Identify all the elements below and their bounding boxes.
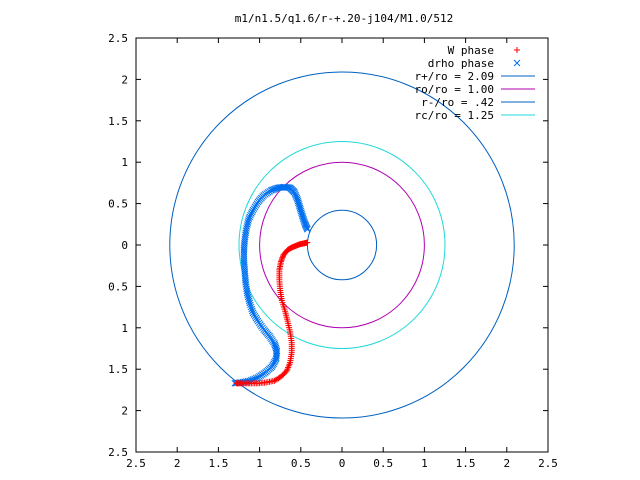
legend-label: rc/ro = 1.25 <box>415 109 494 122</box>
x-tick-label: 2.5 <box>538 457 558 470</box>
data-point <box>244 293 252 301</box>
x-tick-label: 0.5 <box>291 457 311 470</box>
legend-marker <box>513 59 521 67</box>
legend-label: ro/ro = 1.00 <box>415 83 494 96</box>
data-point <box>248 305 256 313</box>
legend-label: W phase <box>448 44 494 57</box>
y-tick-label: 1 <box>121 322 128 335</box>
x-tick-label: 0.5 <box>373 457 393 470</box>
data-point <box>248 208 256 216</box>
data-point <box>245 295 253 303</box>
y-tick-label: 1 <box>121 156 128 169</box>
data-point <box>243 289 251 297</box>
circle-series <box>238 141 446 349</box>
legend-marker <box>514 47 520 53</box>
legend-label: drho phase <box>428 57 494 70</box>
x-tick-label: 1 <box>421 457 428 470</box>
circle-series <box>169 71 515 419</box>
legend-label: r-/ro = .42 <box>421 96 494 109</box>
point-series <box>231 183 311 387</box>
data-point <box>247 301 254 309</box>
x-tick-label: 2 <box>503 457 510 470</box>
x-tick-label: 1.5 <box>208 457 228 470</box>
data-point <box>233 380 240 387</box>
y-tick-label: 2 <box>121 405 128 418</box>
chart-title: m1/n1.5/q1.6/r-+.20-j104/M1.0/512 <box>235 12 454 25</box>
data-point <box>248 307 256 315</box>
data-point <box>244 221 251 228</box>
y-tick-label: 0 <box>121 239 128 252</box>
x-tick-label: 1 <box>256 457 263 470</box>
series-layer <box>231 183 311 387</box>
y-tick-label: 0.5 <box>108 198 128 211</box>
axis-ticks: 2.5 2 1.5 1 0.5 0 0.5 1 1.5 2 2.52.521.510.500.511… <box>108 32 558 470</box>
y-tick-label: 1.5 <box>108 363 128 376</box>
data-point <box>247 211 254 219</box>
data-point <box>248 210 255 217</box>
circle-series <box>306 209 378 281</box>
y-tick-label: 2.5 <box>108 32 128 45</box>
circle-series <box>259 161 425 329</box>
y-tick-label: 1.5 <box>108 115 128 128</box>
data-point <box>277 184 284 191</box>
data-point <box>245 215 253 222</box>
data-point <box>244 291 252 299</box>
data-point <box>272 376 279 383</box>
circles-layer <box>169 71 515 419</box>
legend-label: r+/ro = 2.09 <box>415 70 494 83</box>
x-tick-label: 2 <box>174 457 181 470</box>
x-tick-label: 2.5 <box>126 457 146 470</box>
data-point <box>245 297 253 305</box>
data-point <box>247 303 255 311</box>
data-point <box>246 299 254 307</box>
data-point <box>249 206 257 214</box>
y-tick-label: 2.5 <box>108 446 128 459</box>
y-tick-label: 2 <box>121 73 128 86</box>
data-point <box>246 213 254 221</box>
data-point <box>245 217 252 224</box>
y-tick-label: 0.5 <box>108 280 128 293</box>
x-tick-label: 0 <box>339 457 346 470</box>
data-point <box>244 219 252 226</box>
x-tick-label: 1.5 <box>456 457 476 470</box>
point-series <box>233 239 311 387</box>
